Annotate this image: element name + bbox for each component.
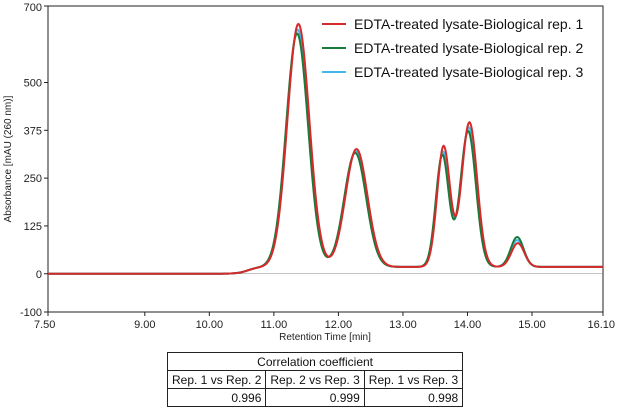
y-axis-title: Absorbance [mAU (260 nm)] [3, 95, 14, 222]
x-axis-title: Retention Time [min] [279, 332, 371, 343]
x-tick-label: 15.00 [518, 319, 546, 331]
column-header-rep1-vs-rep2: Rep. 1 vs Rep. 2 [166, 370, 267, 389]
legend-label-rep2: EDTA-treated lysate-Biological rep. 2 [354, 40, 583, 56]
axis-ticks: 7.50 9.00 10.00 11.00 12.00 13.00 14.00 15.00 16… [20, 2, 615, 331]
correlation-table-title: Correlation coefficient [166, 352, 464, 371]
y-tick-label: 0 [36, 269, 42, 281]
x-tick-label: 14.00 [454, 319, 482, 331]
y-tick-label: 125 [24, 221, 42, 233]
series-line-rep1 [48, 22, 603, 275]
value-rep2-vs-rep3: 0.999 [265, 388, 365, 407]
x-tick-label: 12.00 [325, 319, 353, 331]
x-tick-label: 9.00 [134, 319, 155, 331]
legend-label-rep3: EDTA-treated lysate-Biological rep. 3 [354, 64, 583, 80]
legend-label-rep1: EDTA-treated lysate-Biological rep. 1 [354, 16, 583, 32]
y-tick-label: 375 [24, 125, 42, 137]
series-layer [48, 22, 603, 275]
x-tick-label: 7.50 [34, 319, 55, 331]
x-tick-label: 11.00 [261, 319, 288, 331]
chromatogram-chart: 7.50 9.00 10.00 11.00 12.00 13.00 14.00 15.00 16… [3, 2, 615, 343]
x-tick-label: 16.10 [587, 319, 615, 331]
plot-frame [47, 5, 604, 313]
y-tick-label: -100 [20, 307, 42, 319]
y-tick-label: 250 [24, 173, 42, 185]
value-rep1-vs-rep2: 0.996 [166, 388, 267, 407]
column-header-rep1-vs-rep3: Rep. 1 vs Rep. 3 [363, 370, 464, 389]
correlation-table: Correlation coefficient Rep. 1 vs Rep. 2… [166, 352, 464, 407]
y-tick-label: 500 [24, 78, 42, 90]
column-header-rep2-vs-rep3: Rep. 2 vs Rep. 3 [265, 370, 365, 389]
x-tick-label: 10.00 [196, 319, 224, 331]
legend: EDTA-treated lysate-Biological rep. 1 EDT… [322, 16, 583, 80]
x-tick-label: 13.00 [389, 319, 417, 331]
value-rep1-vs-rep3: 0.998 [363, 388, 464, 407]
y-tick-label: 700 [24, 2, 42, 14]
